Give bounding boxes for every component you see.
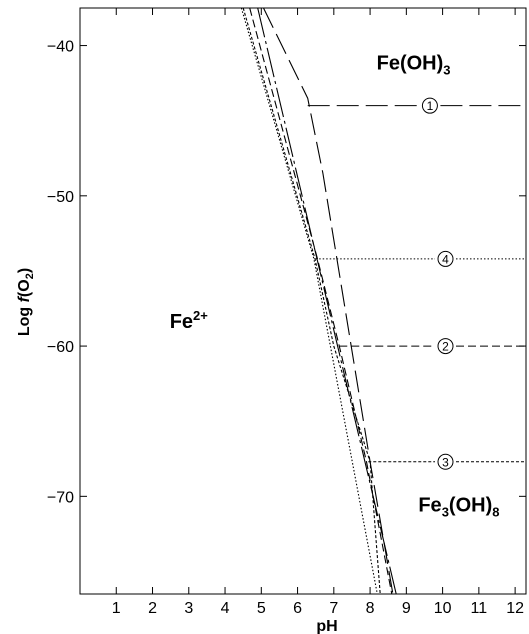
region-label: Fe2+ (170, 308, 209, 333)
x-tick-label: 2 (148, 600, 157, 617)
x-tick-label: 11 (471, 600, 488, 617)
y-axis-title-f: f (16, 295, 33, 302)
y-tick-label: −40 (47, 39, 74, 56)
y-axis-title-prefix: Log (16, 302, 33, 336)
series-line-long-dash (263, 7, 394, 595)
boundary-marker-circle (437, 453, 454, 470)
x-tick-label: 4 (221, 600, 230, 617)
series-line-dash-dot (257, 7, 397, 595)
y-tick-label: −60 (47, 339, 74, 356)
series-line-dotted (240, 7, 378, 595)
x-tick-label: 12 (506, 600, 524, 617)
region-label: Fe(OH)3 (377, 53, 451, 78)
x-tick-label: 8 (366, 600, 375, 617)
x-tick-label: 3 (184, 600, 193, 617)
boundary-marker-label: 3 (442, 455, 449, 469)
y-tick-label: −70 (47, 489, 74, 506)
region-layer: Fe2+ Fe(OH)3 Fe3(OH)8 (170, 53, 500, 520)
x-tick-label: 10 (434, 600, 452, 617)
boundary-marker-circle (421, 97, 438, 114)
boundary-marker-circle (437, 250, 454, 267)
y-axis-title-close: ) (16, 268, 33, 273)
region-label: Fe3(OH)8 (418, 494, 499, 519)
axis-ticks: 1 2 3 4 5 6 7 8 9 10 11 12−40−50−60−70 (47, 8, 526, 617)
boundary-marker-label: 2 (442, 340, 449, 354)
x-axis-title: pH (316, 618, 337, 634)
series-layer (240, 7, 397, 595)
boundary-layer: 1 4 2 3 (307, 97, 526, 470)
series-line-fine-dash (242, 7, 381, 595)
x-tick-label: 5 (257, 600, 266, 617)
x-tick-label: 7 (329, 600, 338, 617)
x-tick-label: 9 (402, 600, 411, 617)
plot-frame (79, 7, 527, 595)
y-tick-label: −50 (47, 189, 74, 206)
boundary-marker-label: 4 (442, 252, 449, 266)
x-tick-label: 6 (293, 600, 302, 617)
y-axis-title-open: (O (16, 279, 33, 297)
y-axis-title: Log f(O2) (16, 268, 36, 336)
boundary-marker-label: 1 (427, 99, 434, 113)
boundary-marker-circle (437, 338, 454, 355)
y-axis-title-sub: 2 (24, 273, 36, 279)
x-tick-label: 1 (112, 600, 121, 617)
series-line-dash (249, 7, 393, 595)
